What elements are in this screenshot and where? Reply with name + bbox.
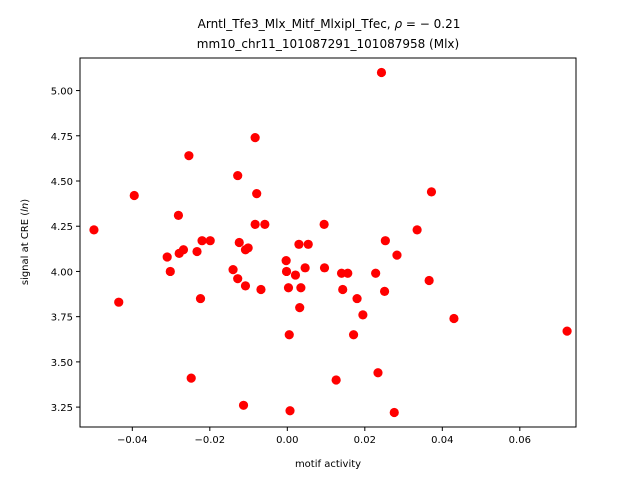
data-point-20 <box>240 281 251 291</box>
data-point-16 <box>233 274 243 284</box>
y-tick-label-3: 4.00 <box>51 267 73 278</box>
y-tick-label-7: 5.00 <box>51 87 73 98</box>
chart-title-main: Arntl_Tfe3_Mlx_Mitf_Mlxipl_Tfec, <box>198 17 395 31</box>
data-point-46 <box>358 310 368 320</box>
data-point-18 <box>238 400 249 410</box>
data-point-1 <box>114 297 124 307</box>
y-tick-label-5: 4.50 <box>51 177 73 188</box>
data-point-42 <box>338 284 348 295</box>
data-point-32 <box>290 270 301 280</box>
data-point-21 <box>243 243 253 253</box>
y-tick-label-6: 4.75 <box>51 132 73 143</box>
data-point-2 <box>129 190 139 201</box>
chart-title-rho-value: = − 0.21 <box>402 17 460 31</box>
data-point-51 <box>380 236 390 246</box>
y-axis-label-suffix: ) <box>20 199 31 203</box>
data-point-25 <box>256 284 266 295</box>
data-point-31 <box>285 406 295 416</box>
data-point-52 <box>389 407 399 418</box>
data-point-13 <box>205 236 215 246</box>
data-point-47 <box>371 268 381 278</box>
x-tick-label-0: −0.04 <box>117 435 148 446</box>
data-point-9 <box>186 373 196 383</box>
data-point-48 <box>373 368 383 378</box>
x-tick-label-2: 0.00 <box>276 435 298 446</box>
data-point-22 <box>250 132 260 143</box>
plot-area-frame <box>79 57 577 428</box>
data-point-12 <box>197 236 207 246</box>
data-point-40 <box>331 375 341 385</box>
chart-title-rho-symbol: ρ <box>394 17 402 31</box>
chart-title-line2: mm10_chr11_101087291_101087958 (Mlx) <box>197 37 459 51</box>
data-point-44 <box>348 330 359 340</box>
data-point-5 <box>173 210 184 220</box>
data-points <box>89 67 572 418</box>
data-point-33 <box>294 239 304 249</box>
data-point-0 <box>89 225 99 235</box>
data-point-43 <box>343 268 353 278</box>
data-point-11 <box>195 293 206 304</box>
data-point-53 <box>392 250 402 260</box>
data-point-23 <box>250 219 260 230</box>
data-point-27 <box>281 255 291 266</box>
data-point-17 <box>234 237 244 248</box>
data-point-50 <box>379 286 390 296</box>
data-point-57 <box>449 313 459 324</box>
x-tick-label-5: 0.06 <box>509 435 531 446</box>
y-tick-label-4: 4.25 <box>51 222 73 233</box>
data-point-14 <box>228 265 238 275</box>
y-tick-label-0: 3.25 <box>51 403 73 414</box>
data-point-37 <box>303 239 313 249</box>
data-point-35 <box>296 283 306 293</box>
data-point-38 <box>319 219 329 230</box>
data-point-28 <box>281 266 292 277</box>
data-point-34 <box>295 303 305 313</box>
data-point-58 <box>562 326 572 336</box>
data-point-8 <box>184 151 194 161</box>
data-point-30 <box>284 330 294 340</box>
data-point-3 <box>162 252 172 262</box>
data-point-24 <box>252 189 262 199</box>
data-point-4 <box>165 266 175 277</box>
y-tick-label-1: 3.50 <box>51 358 73 369</box>
y-axis-label: signal at CRE (ln) <box>20 199 31 285</box>
x-tick-label-4: 0.04 <box>431 435 453 446</box>
data-point-15 <box>233 170 243 181</box>
data-point-45 <box>352 293 362 304</box>
x-axis-label: motif activity <box>295 459 361 470</box>
y-axis-ticks: 3.25 3.50 3.75 4.00 4.25 4.50 4.75 5.00 <box>51 87 80 414</box>
y-tick-label-2: 3.75 <box>51 313 73 324</box>
y-axis-label-prefix: signal at CRE ( <box>20 212 31 285</box>
y-axis-label-italic: ln <box>20 203 31 212</box>
data-point-56 <box>426 187 437 197</box>
data-point-7 <box>178 245 189 255</box>
data-point-49 <box>376 67 387 78</box>
data-point-54 <box>412 225 422 235</box>
data-point-55 <box>424 275 434 286</box>
data-point-10 <box>192 246 202 257</box>
x-tick-label-1: −0.02 <box>194 435 225 446</box>
data-point-26 <box>260 219 270 230</box>
data-point-36 <box>300 263 310 273</box>
data-point-29 <box>283 283 294 293</box>
x-axis-ticks: −0.04 −0.02 0.00 0.02 0.04 0.06 <box>117 427 531 446</box>
x-tick-label-3: 0.02 <box>354 435 376 446</box>
chart-title-line1: Arntl_Tfe3_Mlx_Mitf_Mlxipl_Tfec, ρ = − 0… <box>198 17 461 31</box>
data-point-39 <box>319 263 330 273</box>
